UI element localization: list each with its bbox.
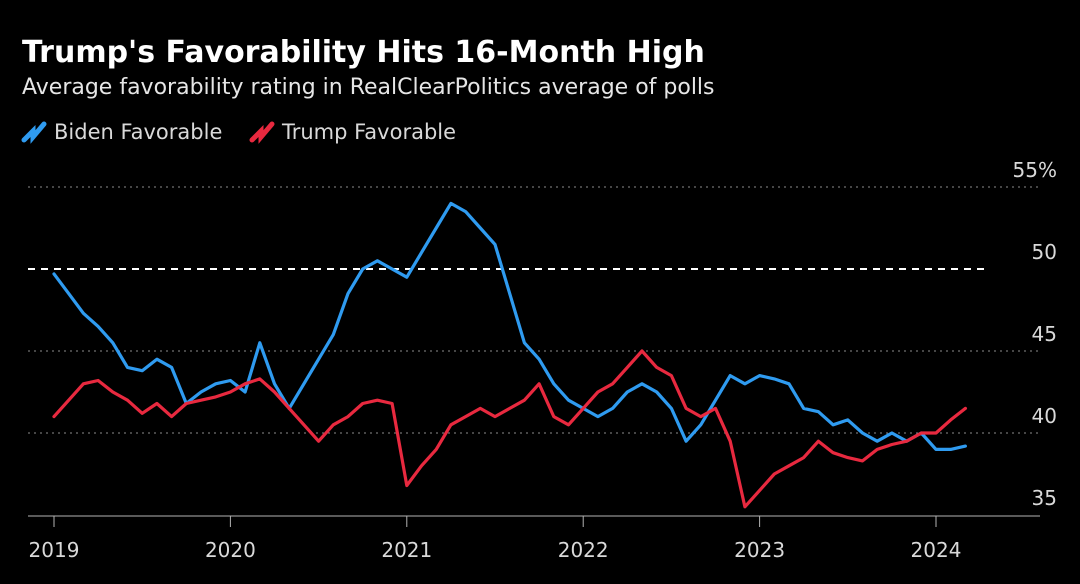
x-tick-label: 2019 [29, 538, 80, 562]
x-axis: 2019 2020 2021 2022 2023 2024 [28, 515, 1040, 562]
legend: Biden Favorable Trump Favorable [21, 120, 456, 144]
x-tick-label: 2022 [558, 538, 609, 562]
x-tick-label: 2021 [381, 538, 432, 562]
legend-label-biden: Biden Favorable [54, 120, 222, 144]
series-lines [52, 201, 967, 509]
x-tick-label: 2020 [205, 538, 256, 562]
x-tick-label: 2023 [734, 538, 785, 562]
gridlines [28, 186, 1040, 434]
y-tick-label: 50 [1032, 240, 1057, 264]
y-tick-label: 35 [1032, 486, 1057, 510]
y-tick-label: 55% [1013, 158, 1057, 182]
y-tick-label: 45 [1032, 322, 1057, 346]
legend-swatch-biden [21, 121, 47, 144]
series-line-biden [52, 201, 967, 451]
legend-swatch-trump [249, 121, 275, 144]
legend-label-trump: Trump Favorable [281, 120, 456, 144]
y-axis-labels: 55% 50 45 40 35 [1013, 158, 1057, 510]
chart-subtitle: Average favorability rating in RealClear… [22, 75, 715, 100]
chart-title: Trump's Favorability Hits 16-Month High [22, 35, 705, 70]
y-tick-label: 40 [1032, 404, 1057, 428]
series-line-trump [52, 349, 967, 509]
x-tick-label: 2024 [911, 538, 962, 562]
